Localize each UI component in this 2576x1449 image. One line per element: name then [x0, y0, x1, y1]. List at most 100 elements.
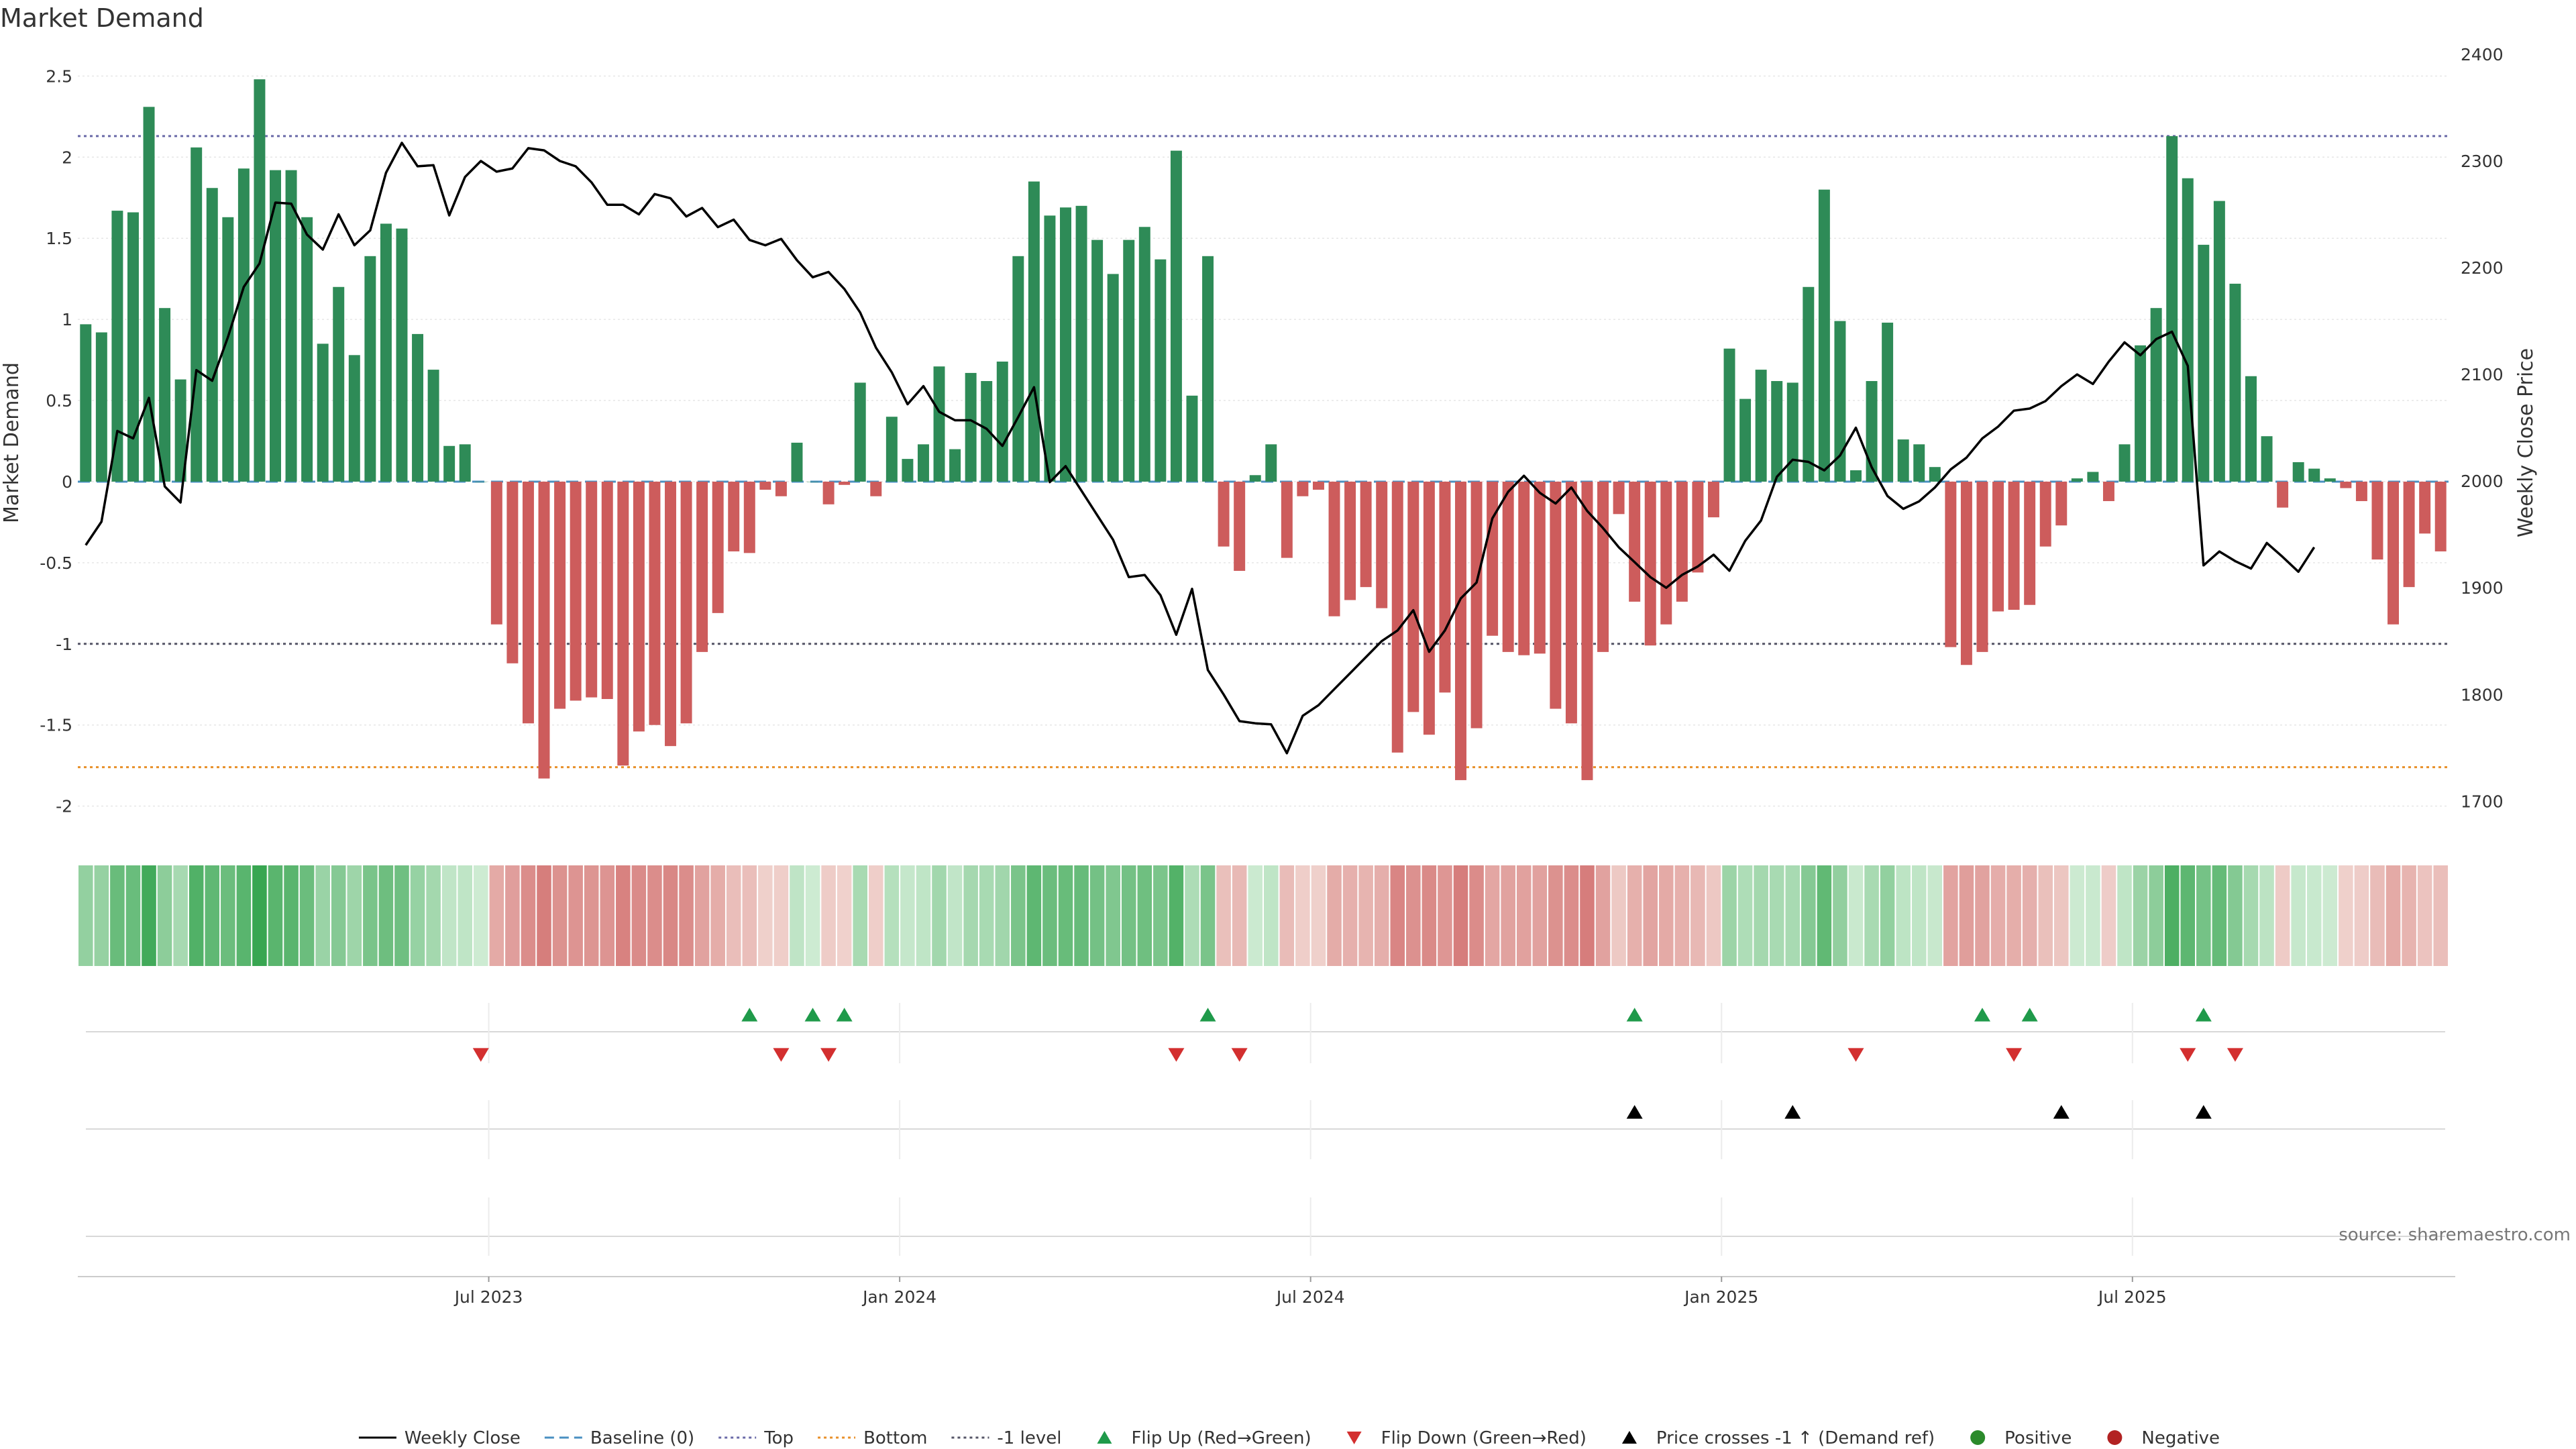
demand-bar [2229, 283, 2241, 482]
demand-bar [665, 481, 676, 747]
demand-bar [1866, 381, 1878, 482]
demand-bar [1312, 481, 1324, 490]
demand-bar [2135, 345, 2147, 482]
heat-cell [1516, 865, 1532, 966]
demand-bar [2166, 136, 2178, 482]
left-tick-label: 2.5 [46, 66, 72, 86]
demand-bar [1518, 481, 1530, 655]
legend-item: Negative [2107, 1428, 2220, 1448]
demand-bar [443, 445, 455, 482]
demand-bar [981, 381, 993, 482]
heat-cell [2054, 865, 2069, 966]
heat-cell [236, 865, 252, 966]
heat-cell [1089, 865, 1105, 966]
heat-cell [2070, 865, 2085, 966]
flip-up-marker [1626, 1008, 1643, 1022]
heat-cell [189, 865, 204, 966]
demand-bar [1423, 481, 1435, 735]
demand-bar [1550, 481, 1562, 709]
demand-bar [2324, 478, 2336, 482]
legend-label: Flip Down (Green→Red) [1381, 1428, 1587, 1448]
heat-cell [1690, 865, 1705, 966]
heat-cell [1864, 865, 1879, 966]
legend-item: -1 level [951, 1428, 1061, 1448]
reference-lines [78, 135, 2449, 769]
heat-cell [1754, 865, 1768, 966]
heat-cell [537, 865, 551, 966]
heat-cell [1200, 865, 1216, 966]
demand-bar [2308, 468, 2320, 482]
legend-item: Flip Down (Green→Red) [1346, 1428, 1587, 1448]
heat-cell [2433, 865, 2448, 966]
heat-cell [1848, 865, 1864, 966]
left-tick-label: -1.5 [40, 716, 72, 735]
legend-item: Positive [1970, 1428, 2072, 1448]
legend-label: Positive [2004, 1428, 2072, 1448]
heat-cell [1374, 865, 1389, 966]
demand-bar [270, 170, 281, 482]
right-axis-title: Weekly Close Price [2514, 348, 2538, 537]
x-tick-label: Jan 2024 [861, 1287, 936, 1307]
heat-cell [1643, 865, 1658, 966]
demand-bar [1502, 481, 1514, 652]
heat-cell [979, 865, 994, 966]
heat-cell [458, 865, 472, 966]
right-tick-label: 2100 [2461, 365, 2504, 384]
demand-bar [759, 481, 771, 490]
demand-bar [143, 107, 155, 482]
price-cross-marker [1626, 1105, 1643, 1119]
demand-bar [1723, 348, 1735, 482]
demand-bar [2292, 462, 2304, 482]
flip-down-marker [2006, 1048, 2023, 1062]
heat-cell [221, 865, 235, 966]
right-tick-label: 1800 [2461, 685, 2504, 704]
demand-bar [854, 382, 866, 482]
heat-cell [584, 865, 599, 966]
heat-cell [2212, 865, 2227, 966]
demand-bar [1186, 395, 1198, 482]
demand-bar [2087, 472, 2099, 482]
legend-triangle-up-swatch [1097, 1431, 1112, 1444]
demand-bar [822, 481, 835, 504]
heat-cell [726, 865, 741, 966]
demand-bar [1960, 481, 1972, 665]
demand-bar [222, 217, 234, 482]
heat-cell [1295, 865, 1310, 966]
x-tick-label: Jul 2023 [453, 1287, 523, 1307]
demand-bar [1344, 481, 1356, 600]
heat-cell [2370, 865, 2385, 966]
demand-bar [965, 372, 977, 482]
demand-bar [111, 211, 123, 482]
demand-bar [1170, 150, 1182, 482]
heat-cell [1722, 865, 1737, 966]
left-tick-label: 1 [62, 310, 72, 329]
demand-bar [554, 481, 566, 709]
heat-cell [2164, 865, 2180, 966]
x-tick-label: Jan 2025 [1683, 1287, 1758, 1307]
heat-cell [1943, 865, 1958, 966]
flip-up-marker [2021, 1008, 2038, 1022]
heat-cell [663, 865, 678, 966]
flip-down-marker [1231, 1048, 1248, 1062]
demand-bar [885, 417, 898, 482]
demand-bar [1644, 481, 1656, 646]
heat-cell [631, 865, 647, 966]
demand-bar [206, 188, 218, 482]
heat-cell [2022, 865, 2037, 966]
demand-bar [1945, 481, 1957, 647]
demand-bar [2434, 481, 2447, 551]
legend-item: Weekly Close [358, 1428, 521, 1448]
heat-cell [331, 865, 346, 966]
heat-cell [1342, 865, 1358, 966]
heat-cell [2149, 865, 2163, 966]
demand-bar [949, 449, 961, 482]
heat-cell [1327, 865, 1342, 966]
demand-bar [680, 481, 692, 724]
heat-cell [2101, 865, 2116, 966]
demand-bar [159, 308, 171, 482]
demand-bar [1976, 481, 1988, 652]
heat-cell [474, 865, 488, 966]
flip-down-marker [1168, 1048, 1185, 1062]
heat-cell [2385, 865, 2401, 966]
